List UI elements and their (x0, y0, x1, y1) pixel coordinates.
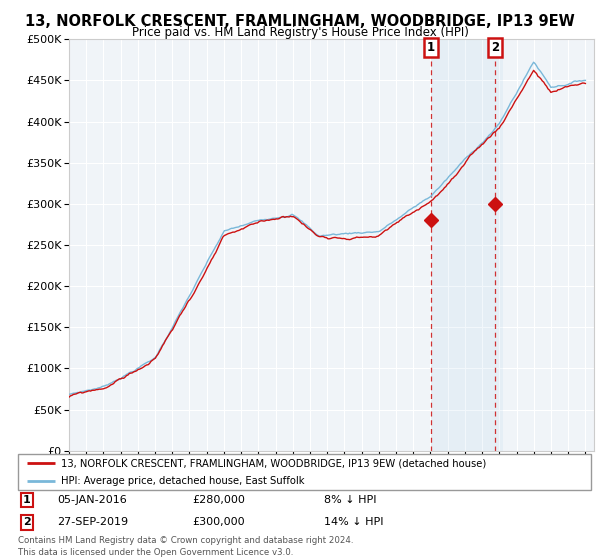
Text: 1: 1 (23, 495, 31, 505)
Text: 1: 1 (427, 41, 435, 54)
Text: HPI: Average price, detached house, East Suffolk: HPI: Average price, detached house, East… (61, 476, 304, 486)
Text: Contains HM Land Registry data © Crown copyright and database right 2024.
This d: Contains HM Land Registry data © Crown c… (18, 536, 353, 557)
Text: £300,000: £300,000 (192, 517, 245, 528)
Text: 14% ↓ HPI: 14% ↓ HPI (324, 517, 383, 528)
Text: 27-SEP-2019: 27-SEP-2019 (57, 517, 128, 528)
Text: 13, NORFOLK CRESCENT, FRAMLINGHAM, WOODBRIDGE, IP13 9EW: 13, NORFOLK CRESCENT, FRAMLINGHAM, WOODB… (25, 14, 575, 29)
Text: Price paid vs. HM Land Registry's House Price Index (HPI): Price paid vs. HM Land Registry's House … (131, 26, 469, 39)
Text: 2: 2 (23, 517, 31, 528)
Text: 13, NORFOLK CRESCENT, FRAMLINGHAM, WOODBRIDGE, IP13 9EW (detached house): 13, NORFOLK CRESCENT, FRAMLINGHAM, WOODB… (61, 459, 486, 468)
Text: 05-JAN-2016: 05-JAN-2016 (57, 495, 127, 505)
Bar (431, 39, 503, 451)
Text: 2: 2 (491, 41, 499, 54)
Text: £280,000: £280,000 (192, 495, 245, 505)
FancyBboxPatch shape (18, 454, 591, 490)
Text: 8% ↓ HPI: 8% ↓ HPI (324, 495, 377, 505)
